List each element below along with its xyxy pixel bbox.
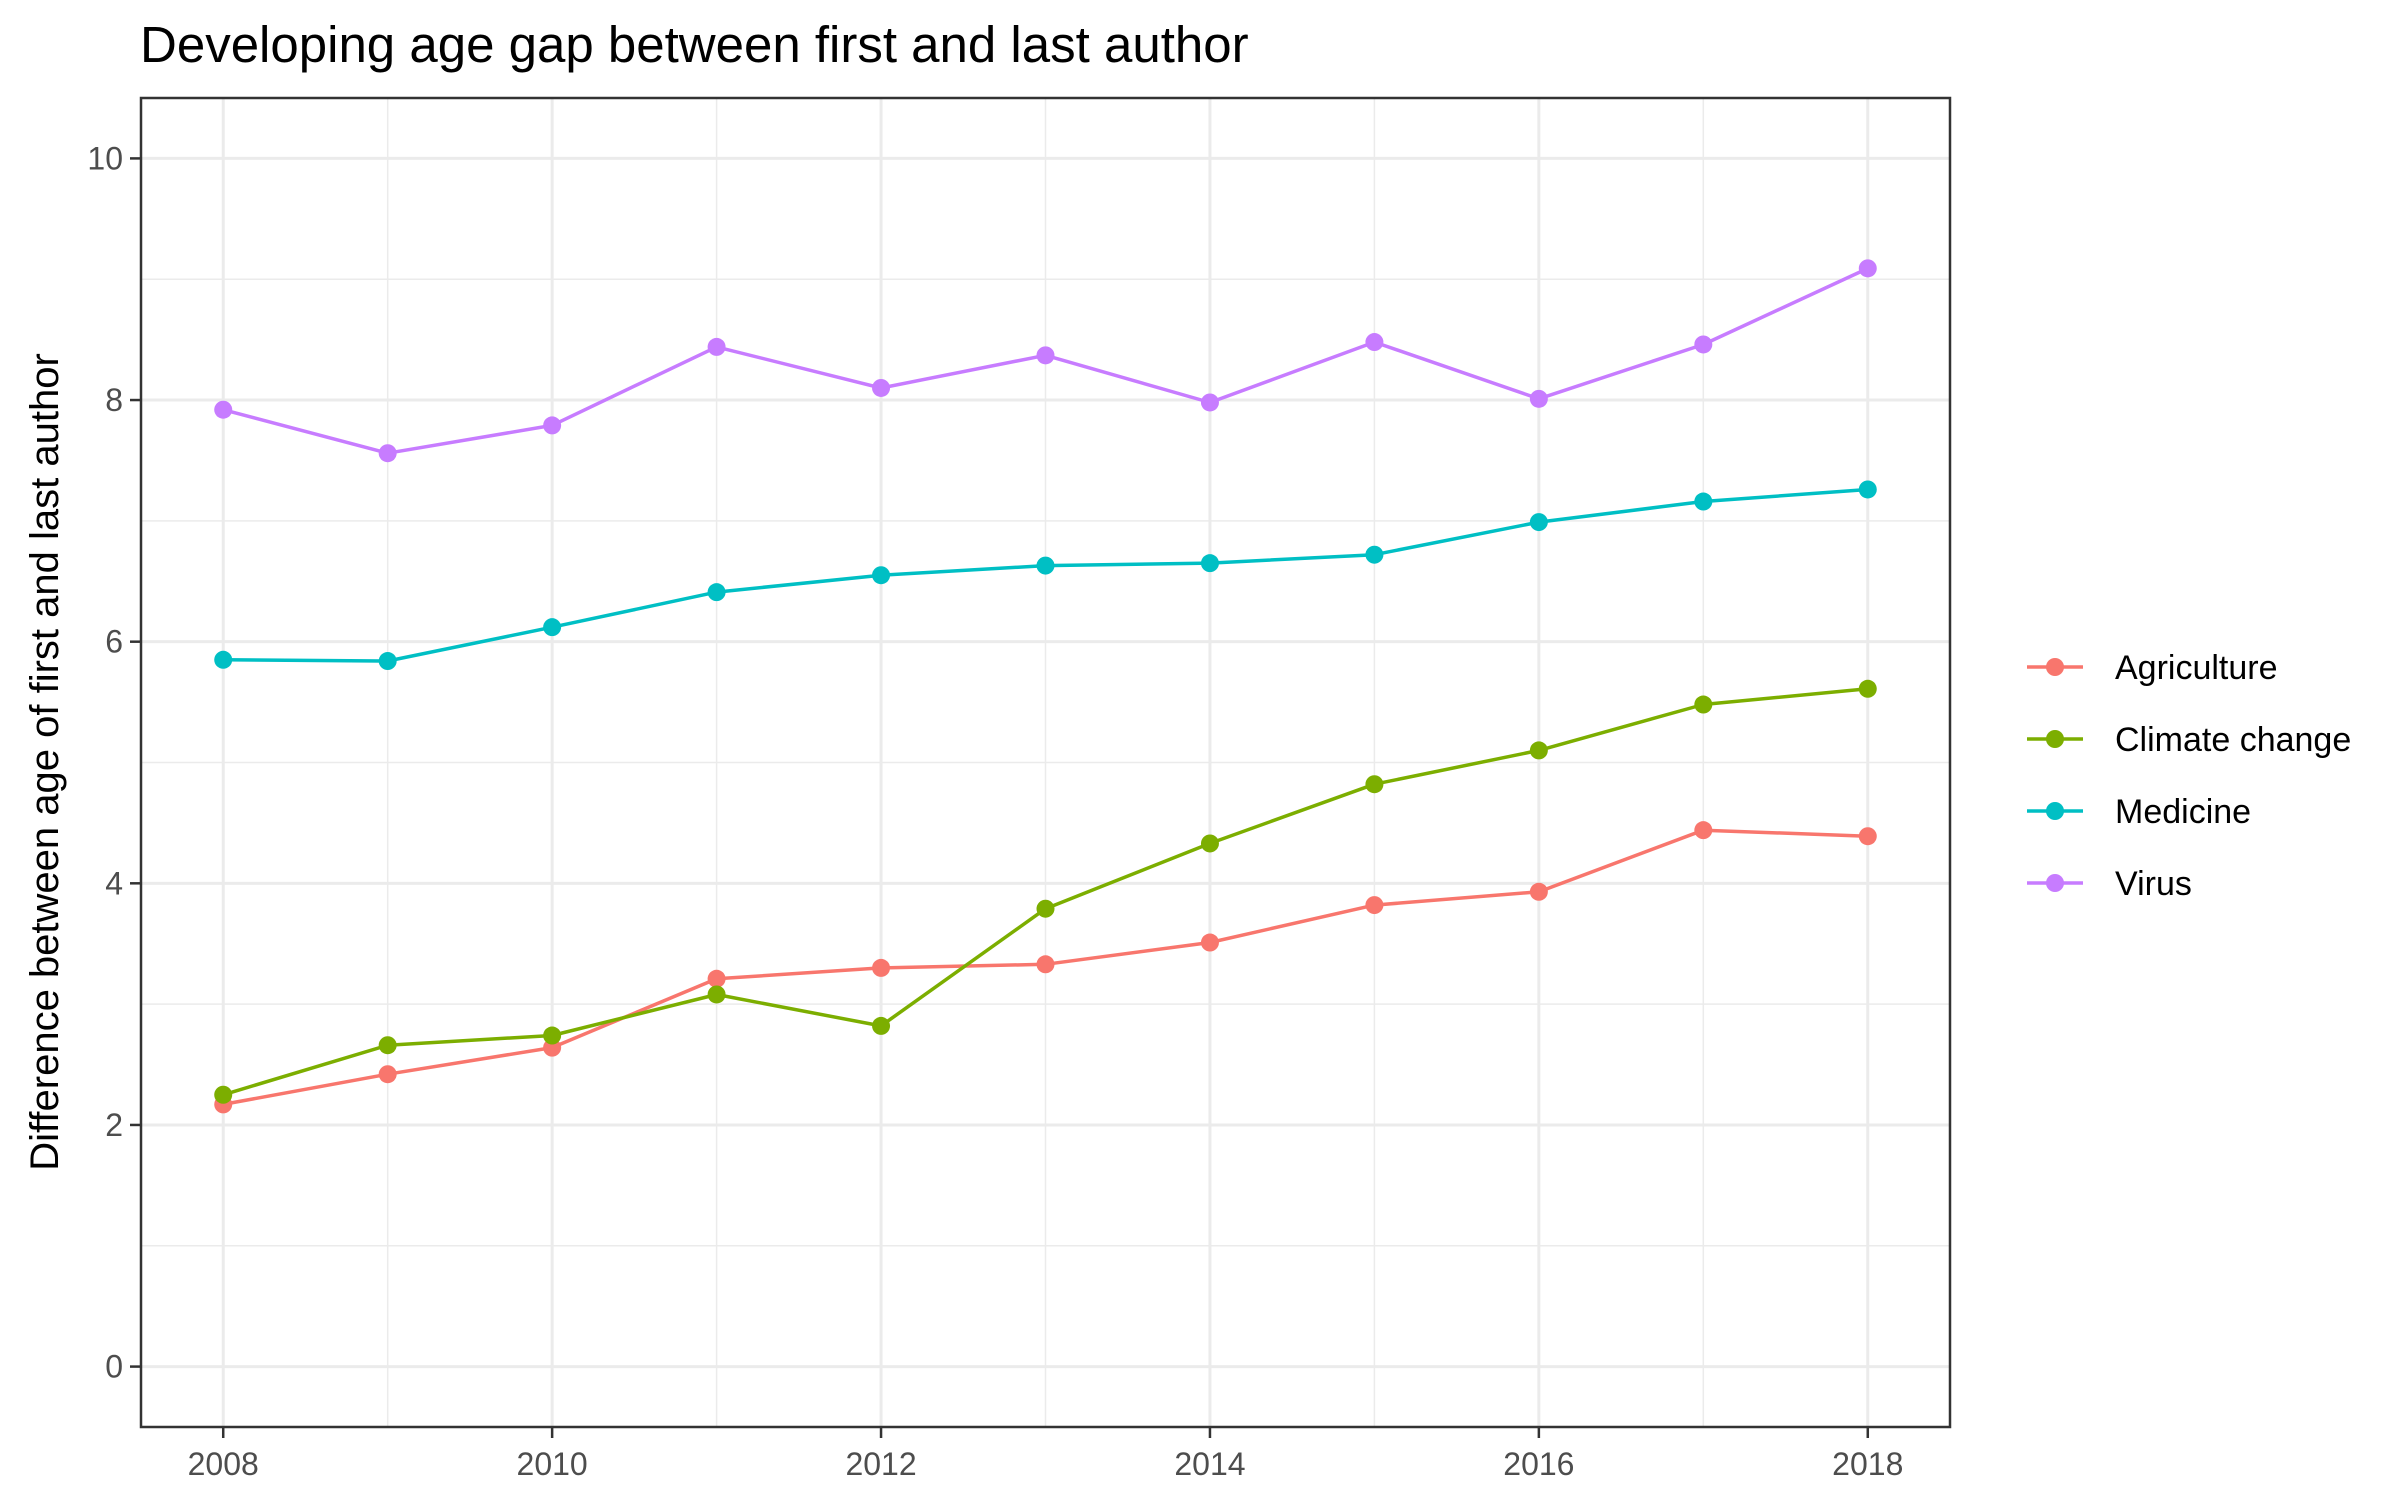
y-tick-label: 4 [105, 865, 123, 901]
y-axis: 0 2 4 6 8 10 [87, 140, 141, 1385]
gridlines [141, 98, 1950, 1427]
data-point-climate-change [1365, 775, 1384, 794]
data-point-virus [1036, 346, 1055, 365]
data-point-virus [707, 337, 726, 356]
data-point-virus [1200, 393, 1219, 412]
data-point-agriculture [872, 958, 891, 977]
y-axis-title: Difference between age of first and last… [23, 353, 67, 1171]
data-point-medicine [1694, 492, 1713, 511]
data-point-climate-change [1694, 695, 1713, 714]
y-tick-label: 10 [87, 140, 123, 176]
data-point-medicine [543, 618, 562, 637]
data-point-agriculture [1036, 955, 1055, 974]
legend-key-point-agriculture [2046, 658, 2064, 676]
data-point-virus [1365, 333, 1384, 352]
data-point-agriculture [1200, 933, 1219, 952]
data-point-agriculture [1365, 896, 1384, 915]
data-point-medicine [1036, 556, 1055, 575]
data-point-climate-change [1529, 741, 1548, 760]
legend-label-virus: Virus [2115, 865, 2192, 903]
x-tick-label: 2016 [1503, 1446, 1574, 1482]
data-point-medicine [1529, 513, 1548, 532]
data-point-virus [1529, 389, 1548, 408]
data-point-climate-change [1036, 899, 1055, 918]
data-point-medicine [872, 566, 891, 585]
data-point-virus [214, 400, 233, 419]
data-point-virus [543, 416, 562, 435]
y-tick-label: 6 [105, 624, 123, 660]
legend-key-point-virus [2046, 874, 2064, 892]
data-point-medicine [1365, 545, 1384, 564]
x-tick-label: 2010 [517, 1446, 588, 1482]
legend-label-climate-change: Climate change [2115, 721, 2351, 759]
plot-panel [139, 96, 1952, 1429]
legend-key-point-climate-change [2046, 730, 2064, 748]
data-point-medicine [1858, 480, 1877, 499]
data-point-climate-change [872, 1016, 891, 1035]
y-tick-label: 2 [105, 1107, 123, 1143]
x-tick-label: 2012 [845, 1446, 916, 1482]
data-point-climate-change [214, 1085, 233, 1104]
data-point-medicine [1200, 554, 1219, 573]
x-tick-label: 2014 [1174, 1446, 1245, 1482]
legend: Agriculture Climate change Medicine Virus [2027, 649, 2351, 903]
data-point-medicine [707, 583, 726, 602]
data-point-climate-change [543, 1026, 562, 1045]
y-tick-label: 0 [105, 1349, 123, 1385]
data-point-medicine [214, 650, 233, 669]
data-point-agriculture [378, 1065, 397, 1084]
y-tick-label: 8 [105, 382, 123, 418]
data-point-virus [872, 378, 891, 397]
data-point-agriculture [1694, 821, 1713, 840]
x-tick-label: 2018 [1832, 1446, 1903, 1482]
data-point-agriculture [1529, 882, 1548, 901]
data-point-virus [1694, 335, 1713, 354]
series-points [214, 259, 1877, 1114]
data-point-climate-change [1858, 679, 1877, 698]
data-point-virus [378, 444, 397, 463]
chart-title: Developing age gap between first and las… [140, 16, 1249, 73]
data-point-agriculture [1858, 827, 1877, 846]
data-point-climate-change [1200, 834, 1219, 853]
x-tick-label: 2008 [188, 1446, 259, 1482]
legend-label-agriculture: Agriculture [2115, 649, 2278, 687]
data-point-virus [1858, 259, 1877, 278]
data-point-climate-change [707, 985, 726, 1004]
legend-label-medicine: Medicine [2115, 793, 2251, 831]
data-point-medicine [378, 652, 397, 671]
legend-key-point-medicine [2046, 802, 2064, 820]
data-point-agriculture [707, 969, 726, 988]
data-point-climate-change [378, 1036, 397, 1055]
x-axis: 2008 2010 2012 2014 2016 2018 [188, 1427, 1903, 1482]
